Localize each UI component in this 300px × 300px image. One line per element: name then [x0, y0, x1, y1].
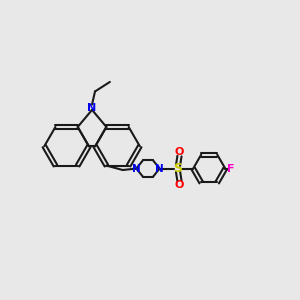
- Text: N: N: [87, 103, 97, 113]
- Text: F: F: [227, 164, 234, 173]
- Text: N: N: [155, 164, 164, 173]
- Text: O: O: [175, 147, 184, 157]
- Text: O: O: [175, 180, 184, 190]
- Text: N: N: [132, 164, 141, 173]
- Text: S: S: [173, 162, 182, 175]
